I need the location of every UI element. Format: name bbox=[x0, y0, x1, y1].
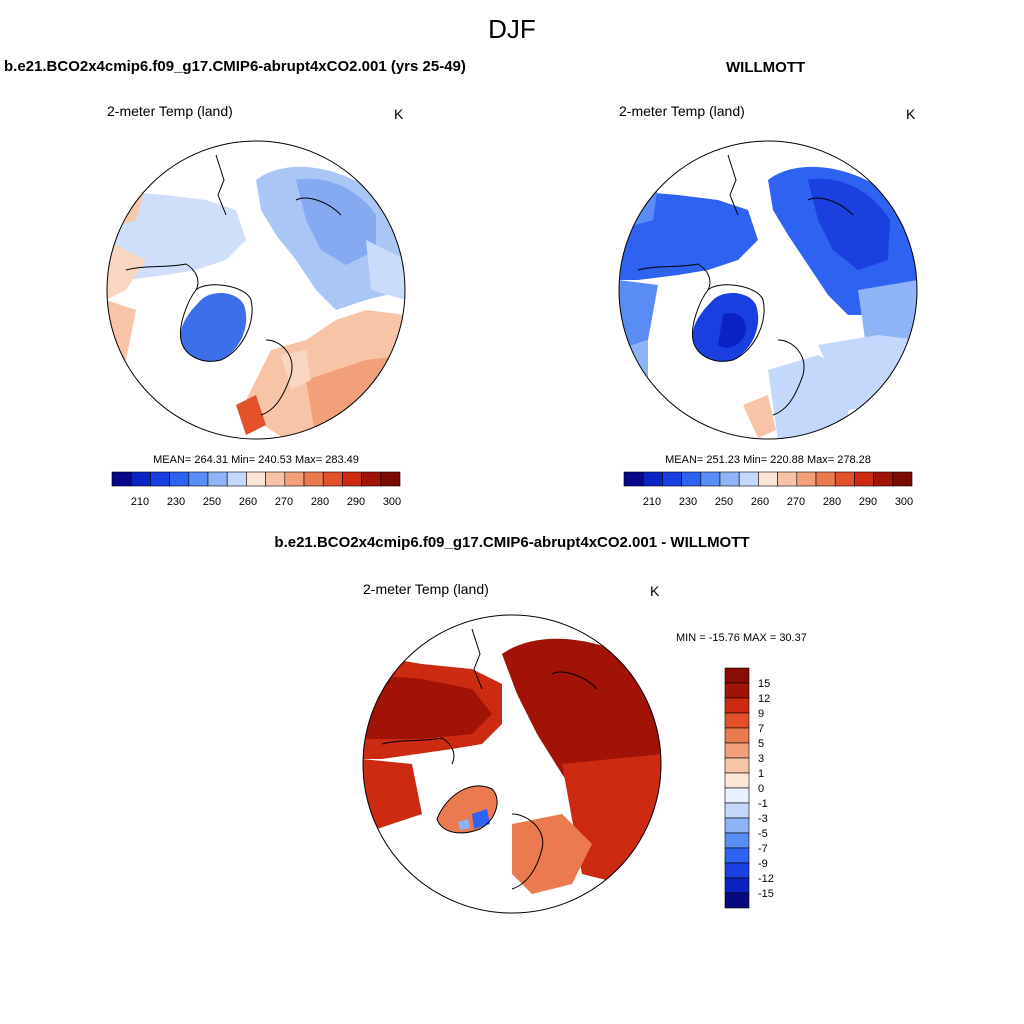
colorbar-swatch bbox=[724, 877, 750, 894]
colorbar-tick-label: 230 bbox=[167, 496, 185, 508]
obs-units-label: K bbox=[906, 106, 916, 122]
colorbar-tick-label: 12 bbox=[758, 693, 770, 705]
model-colorbar: 210 230 250 260 270 280 290 300 bbox=[111, 471, 401, 508]
colorbar-tick-label: 250 bbox=[203, 496, 221, 508]
colorbar-swatch bbox=[322, 471, 343, 487]
colorbar-tick-label: -1 bbox=[758, 798, 768, 810]
diff-units-label: K bbox=[650, 583, 660, 599]
colorbar-tick-label: 15 bbox=[758, 678, 770, 690]
diff-variable-label: 2-meter Temp (land) bbox=[363, 581, 489, 597]
colorbar-swatch bbox=[342, 471, 362, 487]
colorbar-swatch bbox=[892, 471, 913, 487]
obs-polar-map bbox=[618, 140, 918, 440]
obs-variable-label: 2-meter Temp (land) bbox=[619, 103, 745, 119]
colorbar-swatch bbox=[662, 471, 682, 487]
figure-title: DJF bbox=[488, 14, 536, 44]
colorbar-tick-label: 9 bbox=[758, 708, 764, 720]
colorbar-swatch bbox=[724, 727, 750, 744]
colorbar-tick-label: 210 bbox=[131, 496, 149, 508]
colorbar-tick-label: 300 bbox=[895, 496, 913, 508]
colorbar-swatch bbox=[623, 471, 644, 487]
diff-panel-title: b.e21.BCO2x4cmip6.f09_g17.CMIP6-abrupt4x… bbox=[274, 534, 750, 551]
colorbar-tick-label: -5 bbox=[758, 828, 768, 840]
colorbar-tick-label: -3 bbox=[758, 813, 768, 825]
colorbar-swatch bbox=[188, 471, 209, 487]
colorbar-swatch bbox=[796, 471, 817, 487]
colorbar-tick-label: 270 bbox=[787, 496, 805, 508]
diff-polar-map bbox=[362, 614, 662, 914]
colorbar-swatch bbox=[724, 892, 750, 909]
colorbar-swatch bbox=[738, 471, 759, 487]
obs-colorbar: 210 230 250 260 270 280 290 300 bbox=[623, 471, 913, 508]
colorbar-tick-label: -7 bbox=[758, 843, 768, 855]
obs-panel-title: WILLMOTT bbox=[726, 59, 806, 76]
colorbar-swatch bbox=[854, 471, 874, 487]
colorbar-tick-label: -12 bbox=[758, 873, 774, 885]
colorbar-tick-label: 5 bbox=[758, 738, 764, 750]
colorbar-swatch bbox=[777, 471, 798, 487]
model-units-label: K bbox=[394, 106, 404, 122]
colorbar-tick-label: 1 bbox=[758, 768, 764, 780]
colorbar-swatch bbox=[169, 471, 190, 487]
colorbar-swatch bbox=[724, 712, 750, 729]
greenland-region bbox=[180, 293, 247, 362]
colorbar-swatch bbox=[834, 471, 855, 487]
colorbar-swatch bbox=[815, 471, 836, 487]
colorbar-tick-label: 250 bbox=[715, 496, 733, 508]
colorbar-swatch bbox=[724, 682, 750, 699]
colorbar-tick-label: 280 bbox=[823, 496, 841, 508]
colorbar-swatch bbox=[111, 471, 132, 487]
model-variable-label: 2-meter Temp (land) bbox=[107, 103, 233, 119]
colorbar-tick-label: 210 bbox=[643, 496, 661, 508]
colorbar-tick-label: 280 bbox=[311, 496, 329, 508]
colorbar-swatch bbox=[724, 862, 750, 879]
colorbar-tick-label: 0 bbox=[758, 783, 764, 795]
colorbar-swatch bbox=[303, 471, 324, 487]
colorbar-swatch bbox=[724, 697, 750, 714]
colorbar-swatch bbox=[758, 471, 778, 487]
colorbar-tick-label: 260 bbox=[239, 496, 257, 508]
colorbar-swatch bbox=[724, 832, 750, 849]
colorbar-swatch bbox=[724, 817, 750, 834]
colorbar-swatch bbox=[265, 471, 286, 487]
colorbar-tick-label: 290 bbox=[347, 496, 365, 508]
colorbar-swatch bbox=[361, 471, 382, 487]
obs-stats: MEAN= 251.23 Min= 220.88 Max= 278.28 bbox=[665, 454, 871, 466]
colorbar-swatch bbox=[873, 471, 894, 487]
colorbar-swatch bbox=[724, 802, 750, 819]
colorbar-tick-label: 230 bbox=[679, 496, 697, 508]
colorbar-swatch bbox=[724, 742, 750, 759]
colorbar-swatch bbox=[724, 847, 750, 864]
colorbar-swatch bbox=[284, 471, 305, 487]
colorbar-swatch bbox=[226, 471, 247, 487]
model-panel-title: b.e21.BCO2x4cmip6.f09_g17.CMIP6-abrupt4x… bbox=[4, 58, 466, 75]
colorbar-swatch bbox=[130, 471, 151, 487]
colorbar-swatch bbox=[724, 772, 750, 789]
colorbar-swatch bbox=[150, 471, 170, 487]
colorbar-tick-label: 260 bbox=[751, 496, 769, 508]
colorbar-swatch bbox=[724, 787, 750, 804]
colorbar-swatch bbox=[724, 757, 750, 774]
diff-stats: MIN = -15.76 MAX = 30.37 bbox=[676, 632, 807, 644]
model-polar-map bbox=[106, 140, 406, 440]
colorbar-swatch bbox=[207, 471, 228, 487]
colorbar-swatch bbox=[719, 471, 740, 487]
colorbar-tick-label: 300 bbox=[383, 496, 401, 508]
colorbar-tick-label: 290 bbox=[859, 496, 877, 508]
colorbar-tick-label: 3 bbox=[758, 753, 764, 765]
colorbar-tick-label: -15 bbox=[758, 888, 774, 900]
colorbar-swatch bbox=[246, 471, 266, 487]
colorbar-swatch bbox=[642, 471, 663, 487]
colorbar-swatch bbox=[700, 471, 721, 487]
colorbar-tick-label: -9 bbox=[758, 858, 768, 870]
colorbar-tick-label: 270 bbox=[275, 496, 293, 508]
colorbar-swatch bbox=[724, 667, 750, 684]
diff-colorbar: 15 12 9 7 5 3 1 0 -1 -3 -5 -7 -9 -12 -15 bbox=[724, 667, 774, 909]
colorbar-swatch bbox=[681, 471, 702, 487]
colorbar-swatch bbox=[380, 471, 401, 487]
model-stats: MEAN= 264.31 Min= 240.53 Max= 283.49 bbox=[153, 454, 359, 466]
colorbar-tick-label: 7 bbox=[758, 723, 764, 735]
